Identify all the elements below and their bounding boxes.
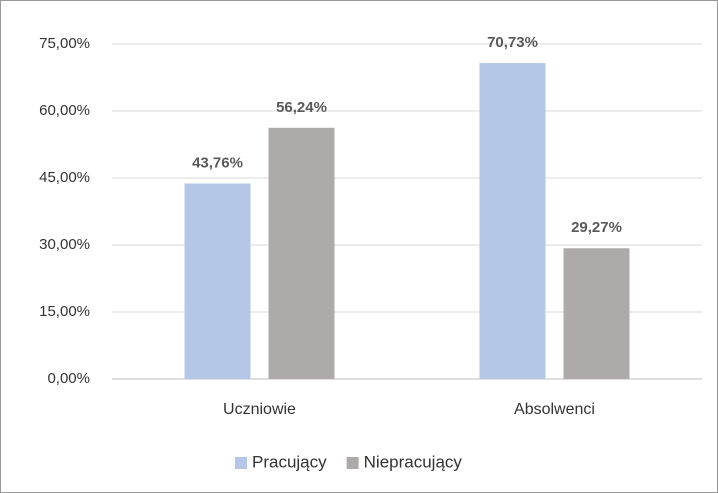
bar bbox=[268, 127, 335, 379]
data-label: 29,27% bbox=[571, 219, 622, 236]
y-tick-label: 45,00% bbox=[39, 169, 90, 186]
x-tick-label: Uczniowie bbox=[223, 401, 296, 418]
y-tick-label: 0,00% bbox=[47, 370, 90, 387]
y-tick-label: 15,00% bbox=[39, 303, 90, 320]
bar bbox=[184, 183, 251, 379]
data-label: 70,73% bbox=[487, 34, 538, 51]
legend-swatch bbox=[235, 457, 247, 469]
legend-label: Niepracujący bbox=[364, 452, 463, 471]
legend-swatch bbox=[346, 457, 359, 469]
bar bbox=[479, 63, 546, 380]
bar bbox=[563, 248, 630, 379]
x-tick-label: Absolwenci bbox=[514, 401, 595, 418]
data-label: 43,76% bbox=[192, 155, 243, 172]
data-label: 56,24% bbox=[276, 99, 327, 116]
legend-label: Pracujący bbox=[252, 452, 327, 471]
y-tick-label: 30,00% bbox=[39, 236, 90, 253]
y-tick-label: 75,00% bbox=[39, 35, 90, 52]
y-tick-label: 60,00% bbox=[39, 102, 90, 119]
